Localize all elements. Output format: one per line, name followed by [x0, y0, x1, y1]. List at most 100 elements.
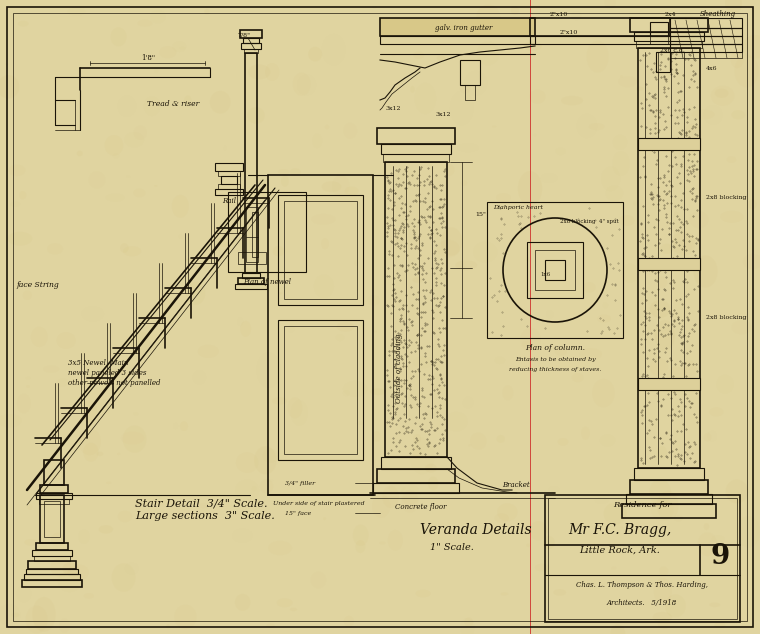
- Text: Tread & riser: Tread & riser: [147, 100, 199, 108]
- Text: Concrete floor: Concrete floor: [395, 503, 447, 511]
- Bar: [530, 18, 670, 36]
- Bar: [218, 184, 240, 189]
- Bar: [465, 85, 475, 100]
- Bar: [638, 258, 700, 270]
- Bar: [238, 252, 266, 264]
- Text: Entasis to be obtained by: Entasis to be obtained by: [515, 358, 595, 363]
- Bar: [284, 201, 357, 299]
- Bar: [380, 36, 535, 44]
- Bar: [548, 498, 737, 619]
- Text: other newels not panelled: other newels not panelled: [68, 379, 160, 387]
- Text: Chas. L. Thompson & Thos. Harding,: Chas. L. Thompson & Thos. Harding,: [576, 581, 708, 589]
- Text: face String: face String: [16, 281, 59, 289]
- Text: Outside of cladding: Outside of cladding: [395, 333, 403, 403]
- Text: 2"x10: 2"x10: [560, 30, 578, 34]
- Text: Stair Detail  3/4" Scale.: Stair Detail 3/4" Scale.: [135, 498, 268, 508]
- Text: Mr F.C. Bragg,: Mr F.C. Bragg,: [568, 523, 672, 537]
- Bar: [242, 273, 260, 278]
- Text: 2x8 blocking: 2x8 blocking: [706, 195, 746, 200]
- Text: 3x12: 3x12: [385, 105, 401, 110]
- Bar: [284, 326, 357, 454]
- Text: 3x5 Newel  Main: 3x5 Newel Main: [68, 359, 128, 367]
- Bar: [670, 36, 742, 44]
- Text: Little Rock, Ark.: Little Rock, Ark.: [580, 545, 660, 555]
- Text: 1'8": 1'8": [141, 54, 155, 62]
- Text: 9: 9: [711, 543, 730, 571]
- Bar: [238, 278, 264, 284]
- Bar: [381, 144, 451, 154]
- Bar: [243, 38, 259, 43]
- Bar: [535, 250, 575, 290]
- Bar: [527, 242, 583, 298]
- Bar: [670, 52, 742, 58]
- Bar: [36, 493, 72, 499]
- Bar: [246, 207, 258, 262]
- Bar: [40, 495, 64, 543]
- Bar: [385, 162, 447, 457]
- Text: 2x4: 2x4: [665, 11, 676, 16]
- Bar: [228, 192, 306, 272]
- Bar: [630, 480, 708, 494]
- Text: Large sections  3" Scale.: Large sections 3" Scale.: [135, 511, 275, 521]
- Text: Rail: Rail: [222, 197, 236, 205]
- Bar: [34, 556, 70, 561]
- Bar: [252, 212, 258, 257]
- Bar: [622, 504, 716, 518]
- Text: Bracket: Bracket: [502, 481, 530, 489]
- Bar: [215, 189, 243, 195]
- Bar: [487, 202, 623, 338]
- Bar: [44, 501, 60, 537]
- Bar: [656, 52, 670, 72]
- Text: 2x8 blocking: 2x8 blocking: [706, 316, 746, 321]
- Bar: [545, 495, 740, 622]
- Bar: [638, 138, 700, 150]
- Text: 2x6 c.d.: 2x6 c.d.: [660, 48, 685, 53]
- Bar: [278, 195, 363, 305]
- Text: 3x12: 3x12: [435, 112, 451, 117]
- Bar: [36, 543, 68, 550]
- Bar: [650, 22, 668, 36]
- Bar: [670, 28, 742, 36]
- Bar: [221, 176, 237, 184]
- Bar: [32, 550, 72, 556]
- Bar: [381, 457, 451, 469]
- Bar: [634, 32, 704, 41]
- Text: Diahporic heart: Diahporic heart: [493, 205, 543, 210]
- Text: Veranda Details: Veranda Details: [420, 523, 532, 537]
- Bar: [39, 499, 69, 504]
- Text: 15": 15": [475, 212, 486, 217]
- Bar: [380, 18, 535, 36]
- Text: 1x6: 1x6: [540, 273, 550, 278]
- Bar: [626, 494, 712, 504]
- Bar: [240, 30, 262, 38]
- Text: Sheathing: Sheathing: [700, 10, 736, 18]
- Bar: [377, 128, 455, 144]
- Text: Plan of newel: Plan of newel: [243, 278, 291, 286]
- Text: reducing thickness of staves.: reducing thickness of staves.: [508, 368, 601, 373]
- Bar: [636, 41, 702, 48]
- Bar: [26, 569, 78, 574]
- Bar: [638, 48, 700, 468]
- Bar: [634, 468, 704, 480]
- Text: 3/4" filler: 3/4" filler: [285, 481, 315, 486]
- Text: 7/8": 7/8": [237, 32, 251, 37]
- Bar: [268, 175, 373, 495]
- Text: newel paneled 3 sides: newel paneled 3 sides: [68, 369, 147, 377]
- Text: 15" face: 15" face: [285, 510, 312, 515]
- Bar: [383, 154, 449, 162]
- Bar: [650, 36, 668, 44]
- Bar: [530, 36, 670, 44]
- Bar: [670, 44, 742, 52]
- Text: galv. iron gutter: galv. iron gutter: [435, 24, 492, 32]
- Bar: [218, 171, 240, 176]
- Bar: [278, 320, 363, 460]
- Bar: [630, 18, 708, 32]
- Text: 4x6: 4x6: [706, 65, 717, 70]
- Text: 1" Scale.: 1" Scale.: [430, 543, 474, 552]
- Text: 2"x10: 2"x10: [550, 11, 568, 16]
- Bar: [24, 574, 80, 580]
- Bar: [215, 163, 243, 171]
- Text: 2x8 blocking  4" sput: 2x8 blocking 4" sput: [560, 219, 619, 224]
- Text: Under side of stair plastered: Under side of stair plastered: [273, 500, 365, 505]
- Bar: [22, 580, 82, 587]
